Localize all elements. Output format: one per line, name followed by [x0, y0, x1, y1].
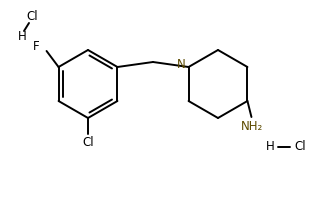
Text: H: H	[17, 29, 26, 43]
Text: NH₂: NH₂	[241, 120, 264, 133]
Text: F: F	[33, 41, 40, 54]
Text: Cl: Cl	[82, 137, 94, 149]
Text: Cl: Cl	[294, 140, 306, 153]
Text: N: N	[177, 59, 186, 71]
Text: Cl: Cl	[26, 11, 38, 23]
Text: H: H	[266, 140, 274, 153]
